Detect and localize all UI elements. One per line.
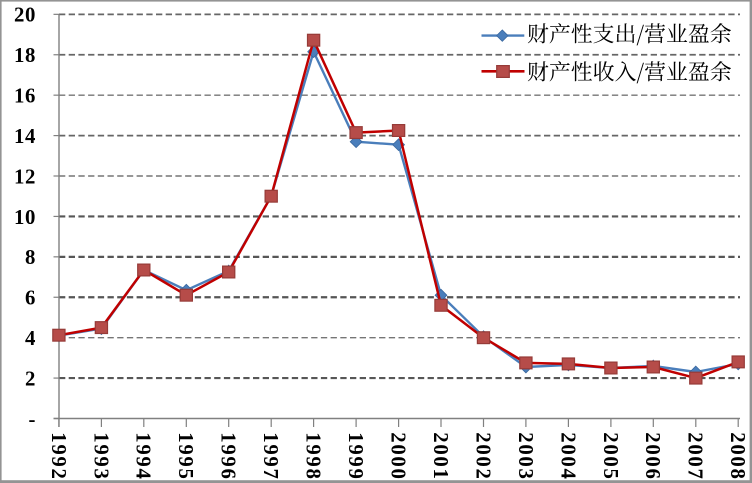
svg-text:-: - xyxy=(28,408,36,431)
svg-text:1996: 1996 xyxy=(217,432,240,480)
svg-text:2005: 2005 xyxy=(599,432,622,480)
svg-text:8: 8 xyxy=(25,246,36,269)
svg-text:18: 18 xyxy=(14,44,36,67)
svg-text:10: 10 xyxy=(14,206,36,229)
svg-text:1994: 1994 xyxy=(132,432,155,480)
svg-text:1997: 1997 xyxy=(259,432,282,480)
svg-text:4: 4 xyxy=(25,327,36,350)
svg-text:2008: 2008 xyxy=(726,432,749,480)
svg-text:2004: 2004 xyxy=(556,432,579,480)
svg-text:14: 14 xyxy=(14,125,36,148)
svg-text:16: 16 xyxy=(14,85,36,108)
svg-text:2001: 2001 xyxy=(429,432,452,480)
svg-text:2002: 2002 xyxy=(471,432,494,480)
svg-text:2003: 2003 xyxy=(514,432,537,480)
svg-text:1998: 1998 xyxy=(302,432,325,480)
svg-text:1995: 1995 xyxy=(174,432,197,480)
svg-text:1999: 1999 xyxy=(344,432,367,480)
svg-text:2007: 2007 xyxy=(684,432,707,480)
svg-text:6: 6 xyxy=(25,287,36,310)
svg-text:12: 12 xyxy=(14,165,36,188)
svg-text:2006: 2006 xyxy=(641,432,664,480)
svg-text:1992: 1992 xyxy=(47,432,70,480)
svg-text:2: 2 xyxy=(25,367,36,390)
svg-text:1993: 1993 xyxy=(89,432,112,480)
svg-text:2000: 2000 xyxy=(387,432,410,480)
svg-text:20: 20 xyxy=(14,4,36,27)
